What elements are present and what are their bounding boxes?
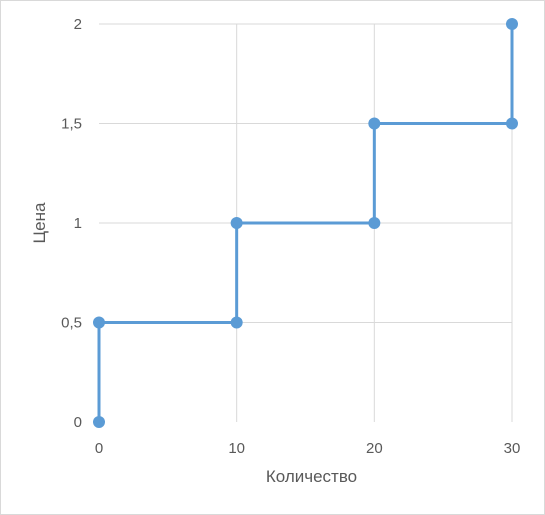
- data-point: [506, 117, 518, 130]
- data-point: [93, 316, 105, 329]
- data-point: [93, 416, 105, 428]
- y-tick-labels: 0 0,5 1 1,5 2: [61, 16, 82, 431]
- y-tick-label: 0,5: [61, 315, 82, 332]
- x-axis-title: Количество: [266, 467, 357, 486]
- y-axis-title: Цена: [30, 202, 49, 243]
- x-tick-labels: 0 10 20 30: [95, 440, 521, 457]
- data-point: [506, 18, 518, 30]
- data-point: [230, 316, 243, 329]
- series-line: [97, 24, 514, 422]
- series-group: [93, 18, 518, 428]
- y-tick-label: 1: [74, 215, 82, 232]
- x-tick-label: 0: [95, 440, 103, 457]
- x-tick-label: 10: [228, 440, 245, 457]
- y-tick-label: 0: [74, 414, 82, 431]
- data-point: [368, 217, 381, 229]
- y-tick-label: 2: [74, 16, 82, 33]
- x-tick-label: 30: [504, 440, 521, 457]
- x-tick-label: 20: [366, 440, 383, 457]
- y-tick-label: 1,5: [61, 116, 82, 133]
- data-point: [230, 217, 243, 229]
- data-point: [368, 117, 381, 130]
